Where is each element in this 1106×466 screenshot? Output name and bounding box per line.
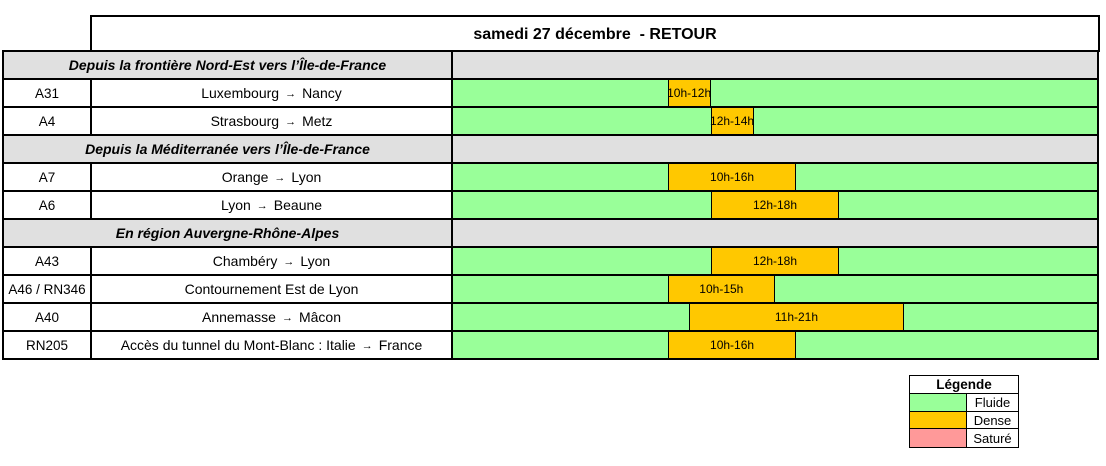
dense-interval: 11h-21h — [689, 304, 904, 330]
section-header-row: En région Auvergne-Rhône-Alpes — [4, 220, 1097, 248]
traffic-row: A6 Lyon → Beaune 12h-18h — [4, 192, 1097, 220]
route-label: Orange → Lyon — [92, 164, 453, 190]
route-to: Metz — [302, 113, 333, 129]
timeline-bar: 12h-18h — [453, 192, 1097, 218]
legend-item-dense: Dense — [910, 411, 1018, 430]
timeline-bar: 12h-14h — [453, 108, 1097, 134]
route-to: Nancy — [302, 85, 342, 101]
route-to: Lyon — [291, 169, 322, 185]
route-label: Lyon → Beaune — [92, 192, 453, 218]
dense-interval: 10h-16h — [667, 332, 797, 358]
section-timeline-spacer — [453, 52, 1097, 78]
page-title: samedi 27 décembre - RETOUR — [90, 15, 1100, 52]
dense-interval: 10h-16h — [667, 164, 797, 190]
sature-color-swatch — [910, 429, 967, 448]
route-to: Beaune — [273, 197, 323, 213]
legend-title: Légende — [910, 376, 1018, 394]
section-timeline-spacer — [453, 220, 1097, 246]
route-from: Annemasse — [202, 309, 276, 325]
route-from: Strasbourg — [210, 113, 280, 129]
traffic-row: A40 Annemasse → Mâcon 11h-21h — [4, 304, 1097, 332]
legend-label: Dense — [973, 412, 1012, 428]
route-to: Lyon — [300, 253, 331, 269]
traffic-row: A31 Luxembourg → Nancy 10h-12h — [4, 80, 1097, 108]
timeline-bar: 12h-18h — [453, 248, 1097, 274]
route-from: Accès du tunnel du Mont-Blanc : Italie — [120, 337, 356, 353]
traffic-row: A43 Chambéry → Lyon 12h-18h — [4, 248, 1097, 276]
legend: Légende Fluide Dense Saturé — [909, 375, 1019, 449]
section-timeline-spacer — [453, 136, 1097, 162]
route-label: Accès du tunnel du Mont-Blanc : Italie → F… — [92, 332, 453, 358]
section-title: En région Auvergne-Rhône-Alpes — [4, 220, 453, 246]
right-arrow-icon: → — [285, 88, 297, 100]
road-label: A40 — [4, 304, 92, 330]
traffic-row: A4 Strasbourg → Metz 12h-14h — [4, 108, 1097, 136]
dense-interval: 12h-14h — [710, 108, 754, 134]
road-label: A4 — [4, 108, 92, 134]
right-arrow-icon: → — [361, 340, 373, 352]
section-header-row: Depuis la frontière Nord-Est vers l’Île-… — [4, 52, 1097, 80]
legend-label: Fluide — [974, 394, 1011, 410]
legend-item-fluide: Fluide — [910, 394, 1018, 412]
route-label: Luxembourg → Nancy — [92, 80, 453, 106]
dense-interval: 10h-12h — [667, 80, 711, 106]
timeline-bar: 10h-15h — [453, 276, 1097, 302]
dense-interval: 12h-18h — [710, 192, 840, 218]
traffic-row: A46 / RN346 Contournement Est de Lyon 10h-… — [4, 276, 1097, 304]
road-label: A6 — [4, 192, 92, 218]
road-label: RN205 — [4, 332, 92, 358]
route-from: Luxembourg — [201, 85, 280, 101]
dense-color-swatch — [910, 411, 967, 429]
route-label: Strasbourg → Metz — [92, 108, 453, 134]
page-title-text: samedi 27 décembre - RETOUR — [473, 25, 717, 43]
route-from: Lyon — [220, 197, 251, 213]
right-arrow-icon: → — [281, 312, 293, 324]
traffic-table: Depuis la frontière Nord-Est vers l’Île-… — [2, 50, 1099, 360]
road-label: A7 — [4, 164, 92, 190]
road-label: A31 — [4, 80, 92, 106]
right-arrow-icon: → — [256, 200, 268, 212]
section-title: Depuis la Méditerranée vers l’Île-de-Fra… — [4, 136, 453, 162]
route-label: Chambéry → Lyon — [92, 248, 453, 274]
route-from: Chambéry — [212, 253, 278, 269]
legend-label: Saturé — [973, 430, 1012, 446]
right-arrow-icon: → — [274, 172, 286, 184]
route-from: Orange — [221, 169, 269, 185]
legend-item-sature: Saturé — [910, 429, 1018, 448]
right-arrow-icon: → — [283, 256, 295, 268]
right-arrow-icon: → — [285, 116, 297, 128]
timeline-bar: 10h-12h — [453, 80, 1097, 106]
dense-interval: 10h-15h — [667, 276, 775, 302]
timeline-bar: 11h-21h — [453, 304, 1097, 330]
traffic-row: RN205 Accès du tunnel du Mont-Blanc : Ita… — [4, 332, 1097, 358]
fluide-color-swatch — [910, 394, 967, 411]
timeline-bar: 10h-16h — [453, 164, 1097, 190]
route-label: Annemasse → Mâcon — [92, 304, 453, 330]
dense-interval: 12h-18h — [710, 248, 840, 274]
route-to: France — [378, 337, 423, 353]
road-label: A43 — [4, 248, 92, 274]
route-label: Contournement Est de Lyon — [92, 276, 453, 302]
timeline-bar: 10h-16h — [453, 332, 1097, 358]
road-label: A46 / RN346 — [4, 276, 92, 302]
traffic-row: A7 Orange → Lyon 10h-16h — [4, 164, 1097, 192]
route-to: Mâcon — [298, 309, 341, 325]
section-title: Depuis la frontière Nord-Est vers l’Île-… — [4, 52, 453, 78]
section-header-row: Depuis la Méditerranée vers l’Île-de-Fra… — [4, 136, 1097, 164]
